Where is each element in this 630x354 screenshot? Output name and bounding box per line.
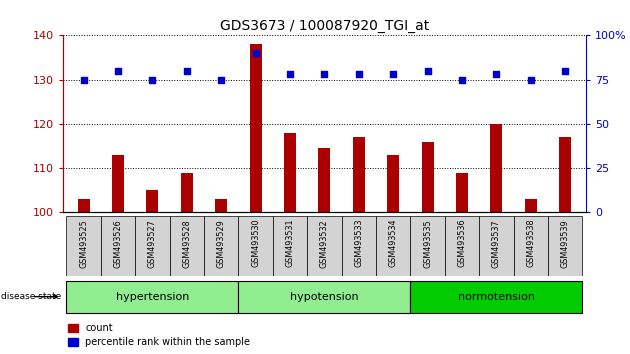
FancyBboxPatch shape <box>411 216 445 276</box>
Point <box>285 72 295 77</box>
Bar <box>490 124 503 212</box>
Text: GSM493535: GSM493535 <box>423 219 432 268</box>
Text: hypertension: hypertension <box>116 292 189 302</box>
FancyBboxPatch shape <box>376 216 411 276</box>
Point <box>354 72 364 77</box>
Text: GSM493530: GSM493530 <box>251 219 260 268</box>
Point <box>423 68 433 74</box>
Point <box>79 77 89 82</box>
Bar <box>181 173 193 212</box>
FancyBboxPatch shape <box>135 216 169 276</box>
Bar <box>421 142 433 212</box>
FancyBboxPatch shape <box>411 281 583 313</box>
Bar <box>525 199 537 212</box>
Text: GSM493532: GSM493532 <box>320 219 329 268</box>
Text: GSM493539: GSM493539 <box>561 219 570 268</box>
Text: GSM493526: GSM493526 <box>113 219 123 268</box>
Point <box>147 77 158 82</box>
FancyBboxPatch shape <box>548 216 583 276</box>
Bar <box>215 199 227 212</box>
FancyBboxPatch shape <box>479 216 513 276</box>
Point <box>388 72 398 77</box>
Text: GSM493529: GSM493529 <box>217 219 226 268</box>
FancyBboxPatch shape <box>341 216 376 276</box>
Text: disease state: disease state <box>1 292 62 301</box>
Point <box>319 72 329 77</box>
Point <box>182 68 192 74</box>
Text: GSM493528: GSM493528 <box>182 219 192 268</box>
Text: hypotension: hypotension <box>290 292 358 302</box>
FancyBboxPatch shape <box>445 216 479 276</box>
Bar <box>112 155 124 212</box>
Text: GSM493536: GSM493536 <box>457 219 467 268</box>
Point <box>491 72 501 77</box>
Text: GSM493537: GSM493537 <box>492 219 501 268</box>
Text: GSM493534: GSM493534 <box>389 219 398 268</box>
Bar <box>249 44 261 212</box>
Legend: count, percentile rank within the sample: count, percentile rank within the sample <box>68 324 250 347</box>
Bar <box>353 137 365 212</box>
Point <box>526 77 536 82</box>
FancyBboxPatch shape <box>238 281 411 313</box>
FancyBboxPatch shape <box>513 216 548 276</box>
Text: GSM493533: GSM493533 <box>354 219 364 268</box>
FancyBboxPatch shape <box>273 216 307 276</box>
Bar <box>146 190 159 212</box>
Bar <box>387 155 399 212</box>
Point <box>560 68 570 74</box>
Title: GDS3673 / 100087920_TGI_at: GDS3673 / 100087920_TGI_at <box>220 19 429 33</box>
Text: normotension: normotension <box>458 292 535 302</box>
Point <box>113 68 123 74</box>
Bar <box>318 148 331 212</box>
Text: GSM493525: GSM493525 <box>79 219 88 268</box>
Text: GSM493531: GSM493531 <box>285 219 295 268</box>
FancyBboxPatch shape <box>101 216 135 276</box>
Point <box>216 77 226 82</box>
Point <box>251 50 261 56</box>
Bar <box>456 173 468 212</box>
FancyBboxPatch shape <box>66 281 238 313</box>
Bar <box>559 137 571 212</box>
FancyBboxPatch shape <box>169 216 204 276</box>
Bar <box>284 133 296 212</box>
Point <box>457 77 467 82</box>
Text: GSM493538: GSM493538 <box>526 219 536 268</box>
Text: GSM493527: GSM493527 <box>148 219 157 268</box>
Bar <box>77 199 89 212</box>
FancyBboxPatch shape <box>238 216 273 276</box>
FancyBboxPatch shape <box>66 216 101 276</box>
FancyBboxPatch shape <box>307 216 341 276</box>
FancyBboxPatch shape <box>204 216 238 276</box>
